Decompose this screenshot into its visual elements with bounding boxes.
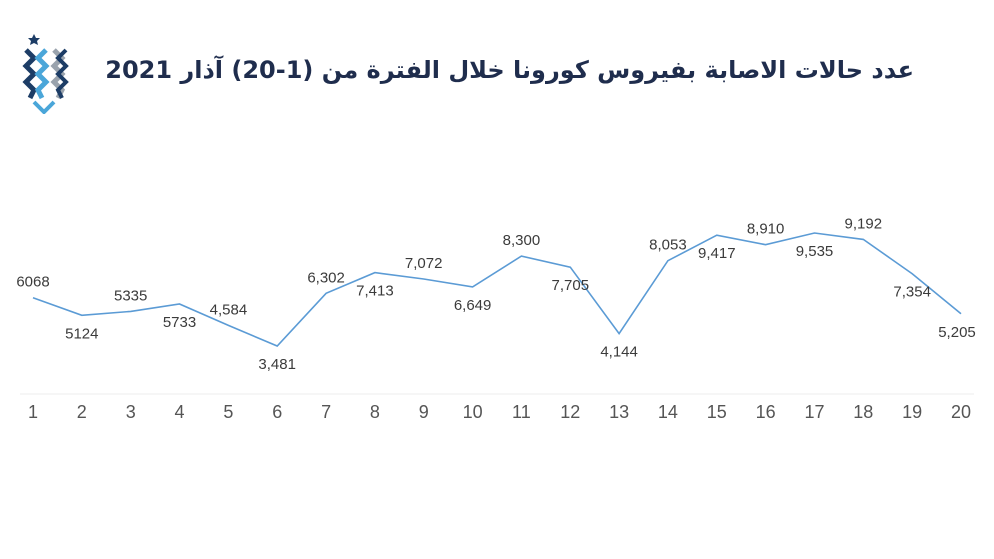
x-tick-label: 20	[951, 402, 971, 422]
chart-title: عدد حالات الاصابة بفيروس كورونا خلال الف…	[105, 56, 914, 84]
data-label: 5335	[114, 287, 147, 304]
value-labels: 6068 5124 5335 5733 4,584 3,481 6,302 7,413 7,07…	[16, 215, 975, 373]
data-label: 3,481	[258, 356, 296, 373]
x-tick-label: 4	[174, 402, 184, 422]
data-label: 9,535	[796, 243, 834, 260]
x-tick-label: 7	[321, 402, 331, 422]
data-label: 5733	[163, 314, 196, 331]
x-tick-label: 9	[419, 402, 429, 422]
x-tick-label: 18	[853, 402, 873, 422]
data-label: 7,354	[893, 284, 931, 301]
data-label: 5,205	[938, 324, 976, 341]
data-label: 4,584	[210, 301, 248, 318]
x-tick-label: 5	[223, 402, 233, 422]
x-tick-label: 19	[902, 402, 922, 422]
data-label: 7,072	[405, 255, 443, 272]
x-tick-labels: 1 2 3 4 5 6 7 8 9 10 11 12 13 14 15 16 17 18 19 20	[28, 402, 971, 422]
x-tick-label: 2	[77, 402, 87, 422]
x-tick-label: 14	[658, 402, 678, 422]
x-tick-label: 11	[512, 402, 531, 422]
x-tick-label: 3	[126, 402, 136, 422]
series-line	[32, 232, 962, 347]
data-label: 4,144	[600, 344, 638, 361]
x-tick-label: 13	[609, 402, 629, 422]
data-label: 7,705	[552, 277, 590, 294]
data-label: 8,300	[503, 232, 541, 249]
x-tick-label: 16	[756, 402, 776, 422]
site-logo	[22, 34, 69, 114]
data-label: 7,413	[356, 283, 394, 300]
x-tick-label: 15	[707, 402, 727, 422]
x-tick-label: 10	[463, 402, 483, 422]
data-label: 6,302	[307, 269, 345, 286]
x-tick-label: 12	[560, 402, 580, 422]
x-tick-label: 17	[804, 402, 824, 422]
x-tick-label: 8	[370, 402, 380, 422]
data-label: 5124	[65, 325, 98, 342]
data-label: 9,417	[698, 245, 736, 262]
x-tick-label: 1	[28, 402, 38, 422]
data-label: 6068	[16, 274, 49, 291]
data-label: 6,649	[454, 297, 492, 314]
data-label: 8,910	[747, 221, 785, 238]
x-tick-label: 6	[272, 402, 282, 422]
jordan-news-logo-icon	[22, 34, 69, 114]
data-label: 8,053	[649, 237, 687, 254]
data-label: 9,192	[845, 215, 883, 232]
